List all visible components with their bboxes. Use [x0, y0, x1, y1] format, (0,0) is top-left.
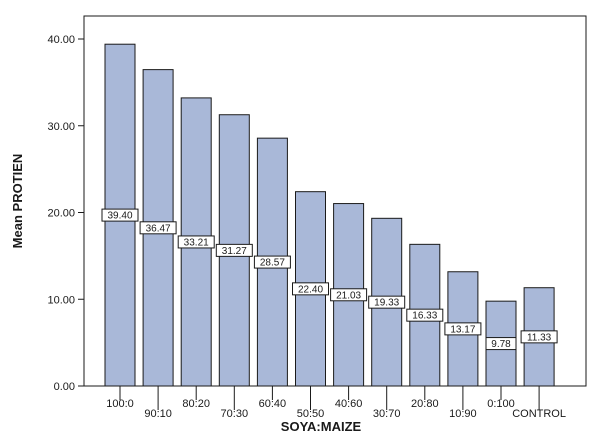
- x-tick-label: 30:70: [373, 408, 401, 420]
- x-tick-label: 50:50: [297, 408, 325, 420]
- x-tick-label: 80:20: [182, 398, 210, 410]
- data-label: 11.33: [527, 332, 552, 343]
- data-label-box: [292, 282, 329, 296]
- y-tick-label: 10.00: [47, 294, 75, 306]
- data-label-box: [444, 322, 482, 336]
- x-axis-title: SOYA:MAIZE: [281, 419, 362, 434]
- x-tick-label: 10:90: [449, 408, 477, 420]
- x-tick-label: 100:0: [106, 398, 134, 410]
- data-label: 16.33: [412, 311, 437, 322]
- data-label: 9.78: [491, 339, 511, 350]
- x-tick-label: 0:100: [487, 398, 515, 410]
- y-axis-title: Mean PROTIEN: [10, 154, 25, 249]
- y-tick-label: 0.00: [54, 381, 75, 393]
- data-label: 21.03: [336, 290, 361, 301]
- data-label-box: [406, 308, 444, 322]
- data-label-box: [215, 243, 253, 257]
- x-tick-label: 40:60: [335, 398, 363, 410]
- x-tick-label: 20:80: [411, 398, 439, 410]
- data-label: 33.21: [184, 237, 209, 248]
- data-label: 22.40: [298, 284, 323, 295]
- data-label-box: [139, 221, 177, 235]
- data-label: 28.57: [260, 258, 285, 269]
- data-labels: 39.40 36.47 33.21 31.27 28.57 22.40 21.03 19.33…: [101, 208, 558, 351]
- y-tick-label: 30.00: [47, 121, 75, 133]
- x-tick-label: 70:30: [221, 408, 249, 420]
- data-label-box: [368, 295, 406, 309]
- data-label-box: [253, 255, 291, 269]
- y-tick-label: 20.00: [47, 208, 75, 220]
- data-label: 39.40: [107, 211, 132, 222]
- x-axis: 100:0 90:10 80:20 70:30 60:40 50:50 40:60 30:70…: [106, 386, 566, 420]
- data-label-box: [520, 330, 558, 344]
- data-label: 19.33: [374, 298, 399, 309]
- bars: [104, 43, 555, 387]
- data-label: 36.47: [146, 223, 171, 234]
- data-label: 31.27: [222, 246, 247, 257]
- data-label-box: [485, 337, 517, 351]
- x-tick-label: 90:10: [144, 408, 172, 420]
- data-label-box: [330, 288, 368, 302]
- x-tick-label: CONTROL: [512, 408, 566, 420]
- data-label-box: [177, 235, 215, 249]
- y-axis: 0.00 10.00 20.00 30.00 40.00: [47, 34, 84, 393]
- x-tick-label: 60:40: [259, 398, 287, 410]
- y-tick-label: 40.00: [47, 34, 75, 46]
- data-label: 13.17: [450, 324, 475, 335]
- data-label-box: [101, 208, 139, 222]
